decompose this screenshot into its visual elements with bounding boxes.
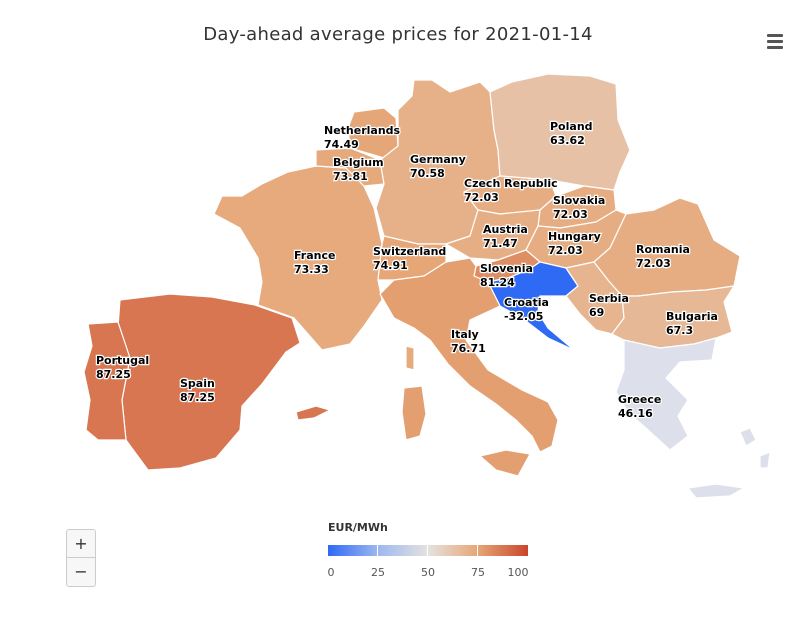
legend-tick-label: 50: [421, 566, 435, 579]
label-hungary-price: 72.03: [548, 244, 583, 257]
label-portugal-name: Portugal: [96, 354, 149, 367]
label-austria-price: 71.47: [483, 237, 518, 250]
label-greece-price: 46.16: [618, 407, 653, 420]
country-france-corsica[interactable]: [405, 345, 415, 371]
label-poland-price: 63.62: [550, 134, 585, 147]
label-switzerland-name: Switzerland: [373, 245, 446, 258]
country-italy[interactable]: [379, 257, 559, 453]
label-italy-price: 76.71: [451, 342, 486, 355]
label-serbia-price: 69: [589, 306, 604, 319]
label-czech-republic-price: 72.03: [464, 191, 499, 204]
zoom-out-button[interactable]: −: [66, 557, 96, 587]
country-greece-crete[interactable]: [687, 483, 745, 499]
label-switzerland-price: 74.91: [373, 259, 408, 272]
label-portugal-price: 87.25: [96, 368, 131, 381]
country-poland[interactable]: [489, 73, 631, 191]
legend-tick-line: [377, 545, 378, 556]
label-romania-price: 72.03: [636, 257, 671, 270]
label-bulgaria-price: 67.3: [666, 324, 693, 337]
country-labels: Netherlands 74.49 Belgium 73.81 Germany …: [95, 119, 719, 421]
label-czech-republic-name: Czech Republic: [464, 177, 558, 190]
country-italy-sicily[interactable]: [479, 449, 531, 477]
legend-tick-label: 0: [327, 566, 335, 579]
label-slovakia-price: 72.03: [553, 208, 588, 221]
label-austria-name: Austria: [483, 223, 528, 236]
label-netherlands-name: Netherlands: [324, 124, 401, 137]
legend-tick-label: 75: [471, 566, 485, 579]
label-greece-name: Greece: [618, 393, 661, 406]
chart-title: Day-ahead average prices for 2021-01-14: [203, 24, 593, 45]
country-spain-islands[interactable]: [295, 405, 331, 421]
country-greece-island[interactable]: [739, 427, 757, 447]
label-spain-name: Spain: [180, 377, 215, 390]
label-france-price: 73.33: [294, 263, 329, 276]
legend-tick-label: 25: [371, 566, 385, 579]
label-germany-price: 70.58: [410, 167, 445, 180]
label-bulgaria-name: Bulgaria: [666, 310, 718, 323]
label-croatia-name: Croatia: [504, 296, 549, 309]
country-portugal[interactable]: [83, 321, 131, 441]
label-belgium-price: 73.81: [333, 170, 368, 183]
country-austria[interactable]: [445, 209, 541, 261]
label-slovenia-price: 81.24: [480, 276, 515, 289]
label-netherlands-price: 74.49: [324, 138, 359, 151]
country-greece-island[interactable]: [759, 451, 771, 469]
zoom-in-button[interactable]: +: [66, 529, 96, 559]
label-hungary-name: Hungary: [548, 230, 601, 243]
label-germany-name: Germany: [410, 153, 466, 166]
legend-tick-label: 100: [507, 566, 529, 579]
label-slovenia-name: Slovenia: [480, 262, 533, 275]
label-slovakia-name: Slovakia: [553, 194, 605, 207]
label-croatia-price: -32.05: [504, 310, 543, 323]
country-greece[interactable]: [615, 337, 717, 451]
label-france-name: France: [294, 249, 335, 262]
label-romania-name: Romania: [636, 243, 690, 256]
country-croatia[interactable]: [487, 261, 579, 351]
legend-title: EUR/MWh: [328, 521, 388, 534]
label-serbia-name: Serbia: [589, 292, 629, 305]
label-spain-price: 87.25: [180, 391, 215, 404]
label-italy-name: Italy: [451, 328, 479, 341]
hamburger-menu-icon[interactable]: [764, 34, 786, 52]
label-belgium-name: Belgium: [333, 156, 384, 169]
legend-tick-line: [427, 545, 428, 556]
label-poland-name: Poland: [550, 120, 593, 133]
legend-color-scale: [328, 545, 528, 556]
country-italy-sardinia[interactable]: [401, 385, 427, 441]
legend-tick-line: [477, 545, 478, 556]
